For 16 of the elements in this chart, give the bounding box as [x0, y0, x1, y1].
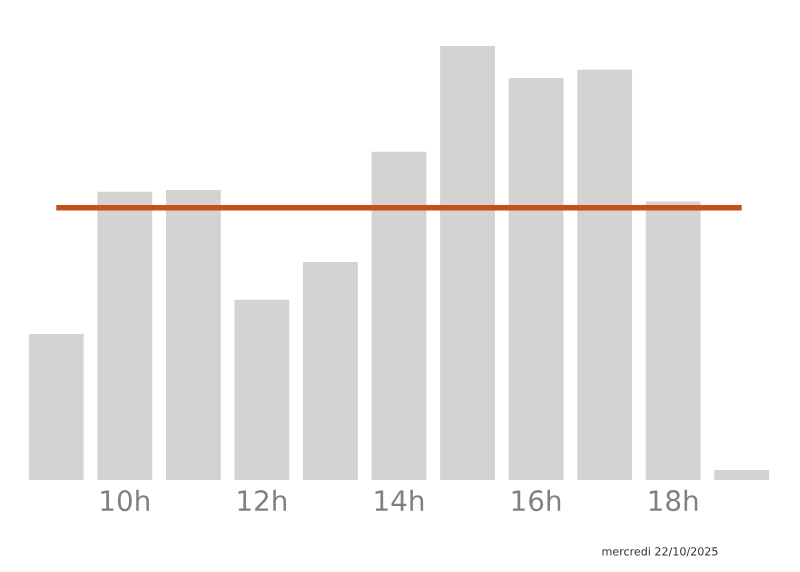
bar	[645, 201, 701, 480]
bar	[97, 191, 153, 480]
x-tick-label: 14h	[375, 489, 424, 511]
bar	[303, 261, 358, 480]
bar	[714, 469, 770, 480]
bar	[577, 69, 633, 480]
bar	[440, 45, 495, 480]
bar	[234, 299, 290, 480]
bar	[165, 189, 221, 480]
bar	[508, 77, 564, 480]
x-tick-label: 10h	[101, 489, 149, 512]
bar	[28, 334, 84, 480]
x-tick-label: 12h	[238, 489, 287, 511]
bar	[371, 151, 427, 480]
x-tick-label: 18h	[649, 489, 698, 512]
x-tick-label: 16h	[512, 489, 561, 512]
